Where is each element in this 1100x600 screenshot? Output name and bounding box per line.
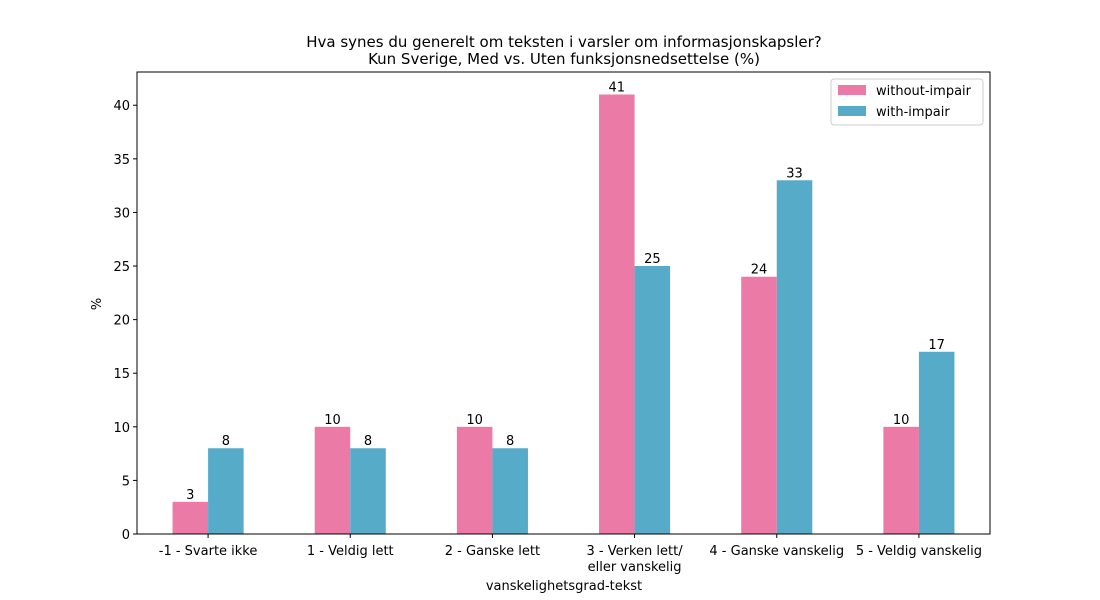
bars-layer: 3 10 10 41 24 10 8 8 8 25 33 17	[172, 81, 955, 534]
bar-value-label: 24	[751, 263, 768, 278]
x-tick-label: -1 - Svarte ikke	[159, 544, 258, 559]
bar-value-label: 8	[364, 434, 372, 449]
legend: without-impair with-impair	[830, 78, 984, 126]
y-tick-label: 10	[113, 421, 130, 436]
y-tick-label: 0	[122, 528, 130, 543]
bar-value-label: 8	[506, 434, 514, 449]
y-axis-label: %	[90, 298, 105, 310]
bar-with-impair-2	[492, 448, 528, 534]
x-axis-label: vanskelighetsgrad-tekst	[486, 579, 642, 594]
bar-without-impair-4	[741, 276, 777, 534]
chart-subtitle: Kun Sverige, Med vs. Uten funksjonsnedse…	[368, 50, 760, 68]
x-tick-label: 3 - Verken lett/eller vanskelig	[587, 544, 684, 575]
bar-value-label: 10	[893, 413, 910, 428]
bar-without-impair-1	[314, 426, 351, 534]
bar-value-label: 10	[324, 413, 341, 428]
bar-with-impair-4	[776, 180, 813, 534]
bar-without-impair-2	[456, 426, 493, 534]
x-tick-label: 5 - Veldig vanskelig	[856, 544, 982, 559]
bar-value-label: 8	[222, 434, 230, 449]
bar-value-label: 10	[466, 413, 483, 428]
y-tick-label: 5	[122, 474, 130, 489]
legend-swatch-without-impair	[838, 85, 866, 95]
bar-value-label: 25	[644, 252, 661, 267]
x-tick-label: 2 - Ganske lett	[445, 544, 540, 559]
y-tick-label: 30	[113, 206, 130, 221]
bar-value-label: 41	[609, 81, 626, 96]
chart-title: Hva synes du generelt om teksten i varsl…	[306, 33, 822, 51]
x-tick-label: 4 - Ganske vanskelig	[709, 544, 844, 559]
bar-without-impair-3	[599, 94, 635, 534]
axes-layer: 0 5 10 15 20 25 30 35 40 -1 - Svarte ikke 1 - Veld…	[113, 71, 991, 575]
y-tick-label: 20	[113, 314, 130, 329]
bar-without-impair-0	[172, 501, 209, 534]
bar-without-impair-5	[883, 426, 919, 534]
legend-label-without-impair: without-impair	[876, 84, 972, 99]
y-tick-label: 35	[113, 153, 130, 168]
bar-value-label: 17	[928, 338, 945, 353]
legend-label-with-impair: with-impair	[876, 105, 950, 120]
bar-value-label: 3	[186, 488, 194, 503]
legend-frame	[830, 78, 984, 126]
bar-value-label: 33	[786, 166, 803, 181]
bar-with-impair-3	[634, 266, 671, 534]
y-tick-label: 25	[113, 260, 130, 275]
y-tick-label: 15	[113, 367, 130, 382]
legend-swatch-with-impair	[838, 106, 866, 116]
bar-with-impair-5	[918, 351, 955, 534]
plot-frame	[136, 71, 991, 535]
y-tick-label: 40	[113, 99, 130, 114]
bar-with-impair-1	[350, 448, 386, 534]
x-tick-label: 1 - Veldig lett	[307, 544, 394, 559]
bar-with-impair-0	[208, 448, 244, 534]
